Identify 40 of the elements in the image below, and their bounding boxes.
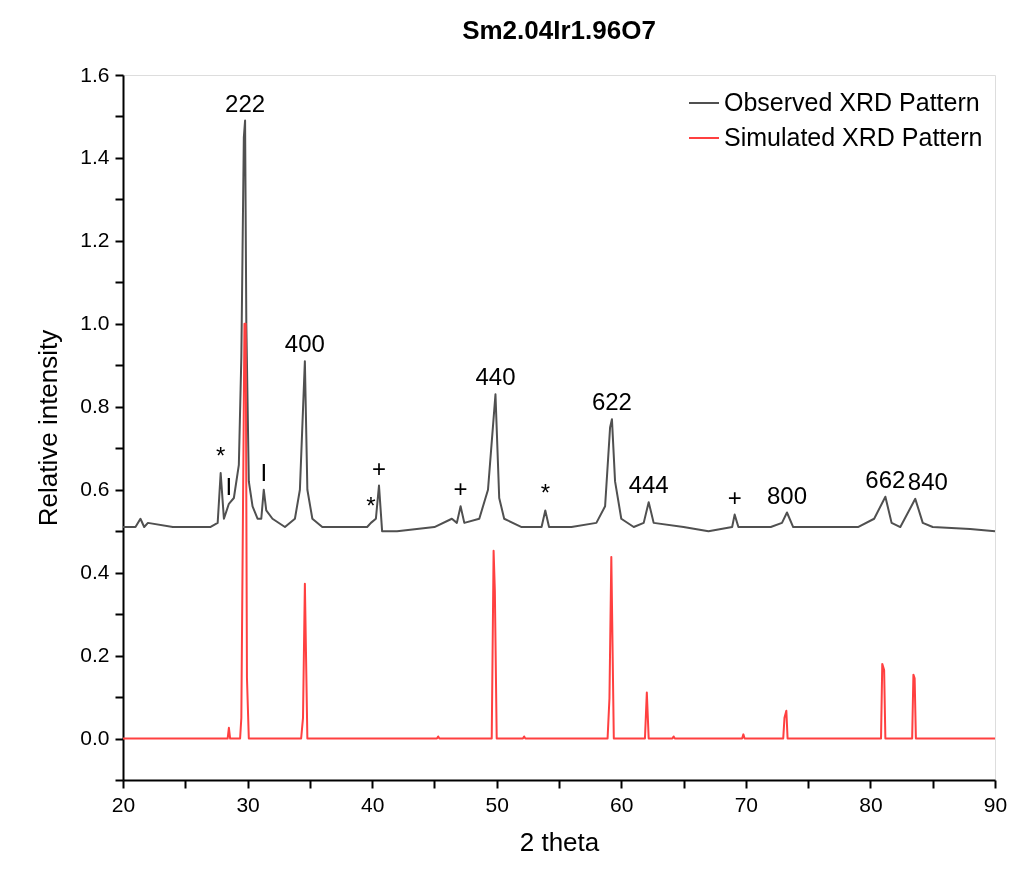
x-tick-label: 30: [236, 792, 260, 816]
annotation: 840: [907, 467, 948, 495]
y-tick-label: 0.6: [80, 477, 110, 501]
y-tick-label: 1.4: [80, 145, 110, 169]
annotation: 400: [284, 330, 325, 358]
x-tick-label: 50: [485, 792, 509, 816]
y-axis-title: Relative intensity: [33, 329, 64, 527]
x-tick-label: 60: [610, 792, 634, 816]
line-series: [122, 322, 996, 740]
annotation: *: [215, 442, 226, 470]
y-tick-label: 0.8: [80, 394, 110, 418]
x-axis-title: 2 theta: [519, 826, 600, 857]
legend-label: Observed XRD Pattern: [724, 88, 980, 116]
chart-title: Sm2.04Ir1.96O7: [462, 15, 656, 45]
y-tick-label: 0.4: [80, 560, 110, 584]
annotation: +: [453, 475, 468, 503]
y-tick-label: 1.0: [80, 311, 110, 335]
annotation: 444: [628, 471, 669, 499]
y-tick-label: 1.6: [80, 62, 110, 86]
y-tick-label: 0.0: [80, 726, 110, 750]
x-tick-label: 70: [734, 792, 759, 816]
y-tick-label: 1.2: [80, 228, 110, 252]
annotation: +: [727, 483, 742, 511]
annotation: *: [366, 491, 376, 519]
annotation: 222: [225, 89, 266, 117]
annotation: +: [371, 454, 386, 482]
x-tick-label: 80: [859, 792, 883, 816]
line-series: [122, 119, 996, 533]
x-tick-label: 90: [983, 792, 1008, 816]
x-tick-label: 40: [360, 792, 385, 816]
annotation: 662: [865, 465, 906, 493]
annotation: 800: [766, 481, 807, 509]
annotation: 622: [591, 388, 632, 416]
annotation: I: [260, 458, 268, 486]
y-tick-label: 0.2: [80, 643, 110, 667]
annotation: I: [225, 472, 233, 500]
annotation: *: [540, 479, 550, 507]
annotation: 440: [475, 363, 516, 391]
x-tick-label: 20: [111, 792, 136, 816]
legend-label: Simulated XRD Pattern: [724, 123, 983, 151]
